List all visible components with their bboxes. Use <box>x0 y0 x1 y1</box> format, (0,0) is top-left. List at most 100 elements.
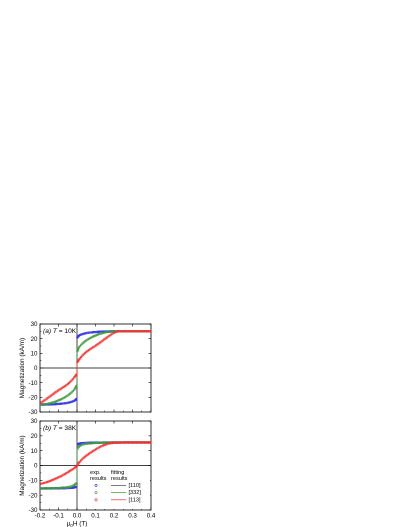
x-tick-label: 0.0 <box>73 513 82 520</box>
panel-label: (b) T = 38K <box>43 425 77 432</box>
data-point-series-1 <box>47 402 50 405</box>
data-point-series-0 <box>87 331 91 334</box>
data-point-series-1 <box>74 482 77 485</box>
y-tick-label: 20 <box>31 336 38 343</box>
data-point-series-2 <box>149 441 151 444</box>
data-point-series-2 <box>45 480 49 484</box>
data-point-series-2 <box>122 441 125 444</box>
data-point-series-1 <box>85 442 88 445</box>
data-point-series-1 <box>46 487 50 490</box>
data-point-series-1 <box>99 332 102 335</box>
data-point-series-2 <box>78 460 82 464</box>
data-point-series-2 <box>140 441 143 444</box>
legend-entry-label: [110] <box>129 483 141 489</box>
data-point-series-1 <box>48 402 52 405</box>
data-point-series-2 <box>140 330 143 333</box>
data-point-series-0 <box>78 333 82 337</box>
data-point-series-1 <box>105 330 108 334</box>
data-point-series-2 <box>114 441 117 444</box>
data-point-series-2 <box>104 443 107 446</box>
data-point-series-1 <box>110 330 113 333</box>
data-point-series-1 <box>50 487 54 490</box>
data-point-series-2 <box>141 330 145 333</box>
data-point-series-1 <box>84 442 87 446</box>
data-point-series-2 <box>133 330 137 333</box>
legend-col2-title: fitting <box>111 470 124 476</box>
data-point-series-0 <box>91 331 95 334</box>
data-point-series-1 <box>96 333 100 336</box>
series-layer <box>40 441 151 490</box>
data-point-series-1 <box>90 442 94 445</box>
data-point-series-2 <box>117 330 121 333</box>
data-point-series-2 <box>144 441 147 444</box>
data-point-series-2 <box>123 330 126 333</box>
y-tick-label: 0 <box>34 463 38 470</box>
data-point-series-1 <box>76 348 79 352</box>
panel-a: -30 -20 -10 0 10 20 30 Magnetization (kA/m) (a) … <box>19 321 152 416</box>
data-point-series-2 <box>42 481 46 485</box>
data-point-series-2 <box>145 330 149 333</box>
legend-col2-title: results <box>111 476 128 482</box>
data-point-series-2 <box>139 330 142 333</box>
data-point-series-2 <box>115 330 118 334</box>
data-point-series-0 <box>94 330 97 334</box>
data-point-series-0 <box>93 330 96 334</box>
y-tick-label: 10 <box>31 351 38 358</box>
data-point-series-2 <box>75 373 78 376</box>
data-point-series-1 <box>53 400 57 404</box>
x-tick-label: 0.4 <box>147 513 156 520</box>
data-point-series-1 <box>70 391 73 394</box>
fit-line-series-1-pos <box>77 330 151 352</box>
fit-line-series-2-neg <box>40 373 77 404</box>
data-point-series-0 <box>96 330 100 334</box>
data-point-series-1 <box>100 441 104 444</box>
data-point-series-1 <box>60 486 64 489</box>
data-point-series-2 <box>143 441 146 444</box>
data-point-series-2 <box>147 441 150 444</box>
data-point-series-1 <box>78 345 82 348</box>
data-point-series-1 <box>75 384 78 388</box>
x-tick-label: 0.1 <box>91 513 100 520</box>
data-point-series-2 <box>132 330 136 333</box>
data-point-series-2 <box>136 441 140 444</box>
data-point-series-1 <box>94 441 97 445</box>
data-point-series-1 <box>52 401 55 404</box>
legend-col1-title: results <box>90 476 107 482</box>
data-point-series-0 <box>67 401 71 404</box>
x-tick-label: -0.1 <box>53 513 64 520</box>
data-point-series-1 <box>89 442 92 445</box>
data-point-series-1 <box>97 332 101 336</box>
data-point-series-2 <box>41 482 45 485</box>
legend-marker <box>94 491 98 495</box>
data-point-series-2 <box>128 441 132 444</box>
data-point-series-0 <box>68 400 72 404</box>
data-point-series-1 <box>49 487 52 490</box>
data-point-series-1 <box>51 401 54 404</box>
data-point-series-1 <box>48 487 51 490</box>
data-point-series-2 <box>79 355 83 359</box>
data-point-series-2 <box>141 441 145 444</box>
data-point-series-0 <box>63 402 67 405</box>
data-point-series-2 <box>128 330 132 333</box>
x-tick-label: 0.3 <box>128 513 137 520</box>
y-axis-title: Magnetization (kA/m) <box>19 338 26 398</box>
data-point-series-0 <box>60 402 64 405</box>
data-point-series-2 <box>135 441 138 444</box>
data-point-series-2 <box>116 330 119 333</box>
data-point-series-1 <box>101 331 105 335</box>
data-point-series-1 <box>88 442 91 445</box>
data-point-series-2 <box>120 330 124 333</box>
data-point-series-0 <box>62 402 65 405</box>
data-point-series-1 <box>40 487 42 490</box>
data-point-series-1 <box>58 398 61 402</box>
data-point-series-2 <box>135 330 138 333</box>
data-point-series-2 <box>78 357 82 360</box>
data-point-series-2 <box>131 330 134 333</box>
data-point-series-1 <box>67 485 70 489</box>
data-point-series-2 <box>148 441 151 444</box>
y-tick-label: 10 <box>31 448 38 455</box>
data-point-series-1 <box>66 486 69 489</box>
legend-marker <box>94 498 98 502</box>
data-point-series-1 <box>42 487 46 490</box>
